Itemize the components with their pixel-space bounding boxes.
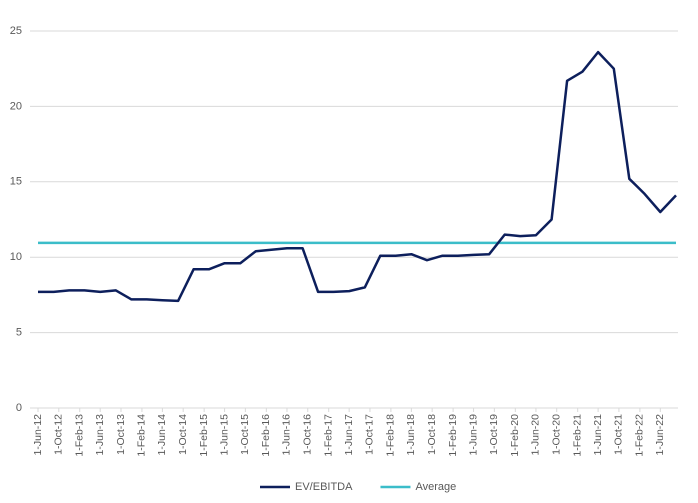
- legend-label: Average: [415, 481, 456, 493]
- x-tick-label: 1-Jun-12: [32, 414, 44, 456]
- x-tick-label: 1-Oct-17: [364, 414, 376, 455]
- x-tick-label: 1-Jun-20: [530, 414, 542, 456]
- x-tick-label: 1-Jun-15: [218, 414, 230, 456]
- x-tick-label: 1-Feb-16: [260, 414, 272, 457]
- x-tick-label: 1-Oct-15: [239, 414, 251, 455]
- x-tick-label: 1-Oct-16: [302, 414, 314, 455]
- x-tick-label: 1-Oct-12: [53, 414, 65, 455]
- x-tick-label: 1-Feb-19: [447, 414, 459, 457]
- x-tick-label: 1-Jun-14: [156, 414, 168, 456]
- x-tick-label: 1-Feb-21: [571, 414, 583, 457]
- y-tick-label: 25: [10, 25, 22, 37]
- legend-label: EV/EBITDA: [295, 481, 353, 493]
- x-tick-label: 1-Oct-14: [177, 414, 189, 455]
- y-tick-label: 15: [10, 176, 22, 188]
- x-tick-label: 1-Oct-20: [550, 414, 562, 455]
- y-tick-label: 5: [16, 327, 22, 339]
- x-tick-label: 1-Oct-18: [426, 414, 438, 455]
- x-tick-label: 1-Oct-21: [613, 414, 625, 455]
- x-tick-label: 1-Jun-16: [281, 414, 293, 456]
- x-tick-label: 1-Feb-17: [322, 414, 334, 457]
- y-tick-label: 20: [10, 100, 22, 112]
- x-tick-label: 1-Jun-19: [467, 414, 479, 456]
- x-tick-label: 1-Feb-18: [385, 414, 397, 457]
- x-tick-label: 1-Feb-20: [509, 414, 521, 457]
- x-tick-label: 1-Jun-13: [94, 414, 106, 456]
- x-tick-label: 1-Jun-17: [343, 414, 355, 456]
- x-tick-label: 1-Jun-22: [654, 414, 666, 456]
- x-tick-label: 1-Feb-13: [74, 414, 86, 457]
- x-tick-label: 1-Feb-22: [634, 414, 646, 457]
- x-tick-label: 1-Jun-18: [405, 414, 417, 456]
- x-tick-label: 1-Jun-21: [592, 414, 604, 456]
- y-tick-label: 0: [16, 402, 22, 414]
- x-tick-label: 1-Feb-15: [198, 414, 210, 457]
- line-series: [38, 50, 677, 303]
- x-tick-label: 1-Feb-14: [136, 414, 148, 457]
- x-tick-label: 1-Oct-19: [488, 414, 500, 455]
- x-tick-label: 1-Oct-13: [115, 414, 127, 455]
- y-tick-label: 10: [10, 251, 22, 263]
